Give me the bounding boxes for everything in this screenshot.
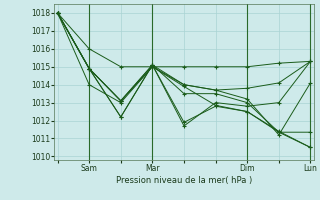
X-axis label: Pression niveau de la mer( hPa ): Pression niveau de la mer( hPa ) <box>116 176 252 185</box>
